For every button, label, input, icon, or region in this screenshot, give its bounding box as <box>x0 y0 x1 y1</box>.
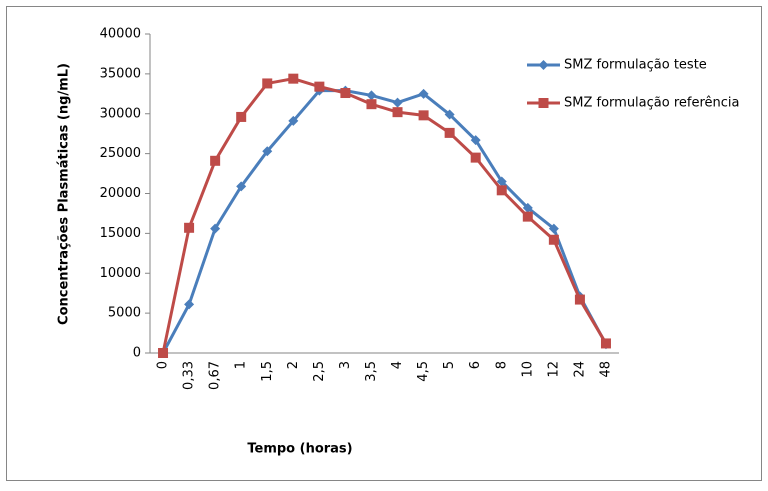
y-tick-label: 25000 <box>100 146 141 161</box>
x-tick-label: 48 <box>598 361 613 378</box>
point <box>496 176 507 187</box>
y-tick-label: 35000 <box>100 66 141 81</box>
point <box>288 115 299 126</box>
legend-label: SMZ formulação teste <box>564 58 707 73</box>
point <box>470 135 481 146</box>
point <box>340 88 351 99</box>
x-tick-label: 8 <box>494 361 509 369</box>
x-tick-label: 4 <box>390 361 405 369</box>
x-tick-label: 0 <box>156 361 171 369</box>
y-tick-label: 40000 <box>100 27 141 42</box>
y-tick-label: 20000 <box>100 186 141 201</box>
point <box>366 90 377 101</box>
y-tick-label: 30000 <box>100 106 141 121</box>
point <box>236 181 247 192</box>
point <box>366 99 377 110</box>
point <box>288 73 299 84</box>
chart-border <box>6 6 762 481</box>
point <box>522 202 533 213</box>
x-tick-label: 24 <box>572 361 587 378</box>
point <box>496 185 507 196</box>
legend-label: SMZ formulação referência <box>564 96 740 111</box>
x-tick-label: 1,5 <box>260 361 275 382</box>
y-tick-label: 5000 <box>108 306 141 321</box>
x-tick-label: 1 <box>234 361 249 369</box>
y-tick-label: 15000 <box>100 226 141 241</box>
point <box>262 146 273 157</box>
x-tick-label: 3,5 <box>364 361 379 382</box>
x-tick-label: 5 <box>442 361 457 369</box>
legend-marker <box>538 98 549 108</box>
point <box>548 234 559 245</box>
x-tick-label: 2 <box>286 361 301 369</box>
point <box>574 294 585 305</box>
point <box>418 110 429 121</box>
point <box>418 88 429 99</box>
point <box>236 111 247 122</box>
x-tick-label: 6 <box>468 361 483 369</box>
y-tick-label: 10000 <box>100 266 141 281</box>
point <box>314 81 325 92</box>
x-tick-label: 0,67 <box>208 361 223 390</box>
x-tick-label: 12 <box>546 361 561 378</box>
x-tick-label: 10 <box>520 361 535 378</box>
point <box>548 223 559 234</box>
y-axis-title: Concentrações Plasmáticas (ng/mL) <box>57 63 72 325</box>
point <box>184 222 195 233</box>
point <box>392 107 403 118</box>
point <box>444 109 455 120</box>
series-line <box>161 89 608 354</box>
point <box>210 223 221 234</box>
point <box>262 78 273 89</box>
point <box>444 127 455 138</box>
point <box>392 97 403 108</box>
point <box>600 338 611 349</box>
point <box>158 348 169 358</box>
x-tick-label: 4,5 <box>416 361 431 382</box>
point <box>470 152 481 163</box>
point <box>522 211 533 222</box>
x-tick-label: 3 <box>338 361 353 369</box>
x-tick-label: 2,5 <box>312 361 327 382</box>
x-axis-title: Tempo (horas) <box>247 442 352 457</box>
point <box>210 155 221 166</box>
y-tick-label: 0 <box>133 346 141 361</box>
point <box>184 299 195 310</box>
x-tick-label: 0,33 <box>182 361 197 390</box>
legend-marker <box>538 60 549 70</box>
